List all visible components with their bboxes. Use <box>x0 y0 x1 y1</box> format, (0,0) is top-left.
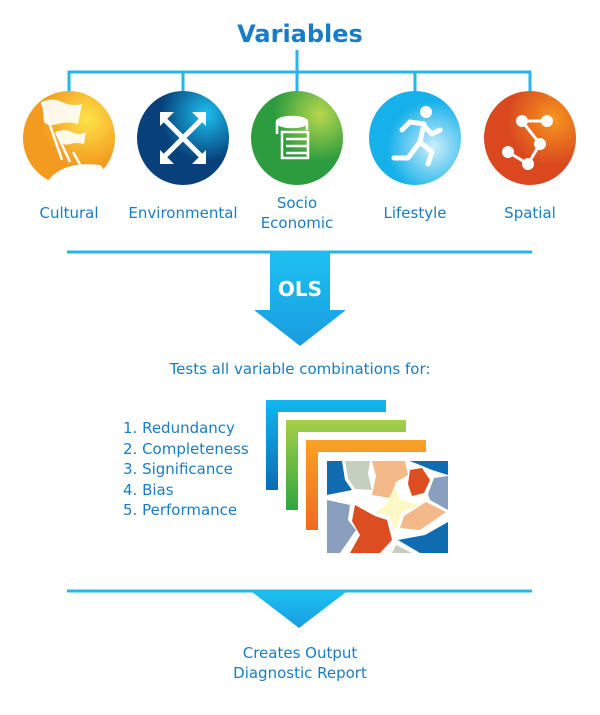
test-item-performance: 5. Performance <box>123 501 238 519</box>
test-item-completeness: 2. Completeness <box>123 439 249 458</box>
runner-icon <box>369 91 461 185</box>
arrows-converge-icon <box>137 91 229 185</box>
test-item-significance: 3. Significance <box>123 460 233 478</box>
test-item-redundancy: 1. Redundancy <box>123 419 235 437</box>
flags-icon <box>23 91 115 187</box>
variable-label-socio-economic: Socio Economic <box>260 194 334 232</box>
output-label: Creates Output Diagnostic Report <box>233 644 367 682</box>
tests-heading: Tests all variable combinations for: <box>169 360 431 378</box>
coins-icon <box>251 91 343 185</box>
variable-label-environmental: Environmental <box>128 204 238 222</box>
variable-label-cultural: Cultural <box>39 204 99 222</box>
test-item-bias: 4. Bias <box>123 480 174 499</box>
output-arrow <box>252 592 346 628</box>
variable-label-lifestyle: Lifestyle <box>383 204 447 222</box>
network-nodes-icon <box>484 91 576 185</box>
layers-map-icon <box>266 400 448 553</box>
variable-label-spatial: Spatial <box>504 204 556 222</box>
ols-arrow <box>254 253 346 346</box>
tests-list: 1. Redundancy 2. Completeness 3. Signifi… <box>123 418 249 521</box>
connector-lines <box>67 50 532 95</box>
ols-label: OLS <box>277 277 323 301</box>
title: Variables <box>237 20 363 48</box>
